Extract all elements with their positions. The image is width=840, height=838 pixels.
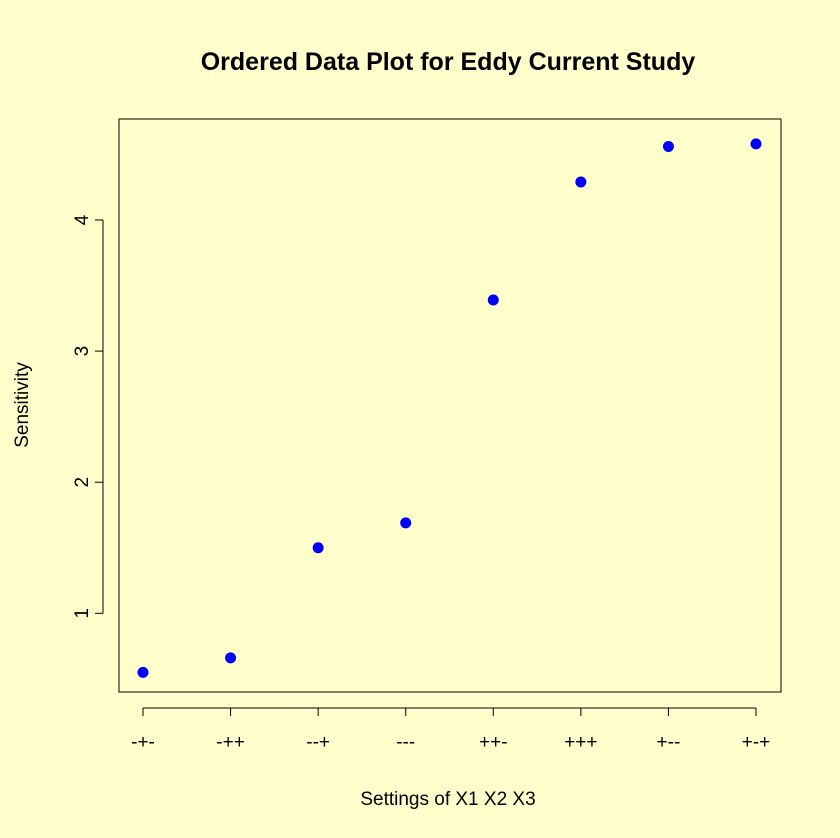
chart-title: Ordered Data Plot for Eddy Current Study xyxy=(201,48,696,76)
data-point xyxy=(487,294,499,306)
y-tick-label: 1 xyxy=(72,608,93,619)
data-points xyxy=(137,138,762,678)
x-tick-label: +-+ xyxy=(742,732,771,753)
data-point xyxy=(225,652,237,664)
data-point xyxy=(575,176,587,188)
data-point xyxy=(750,138,762,150)
y-tick-label: 4 xyxy=(72,214,93,225)
data-point xyxy=(662,141,674,153)
x-tick-label: --+ xyxy=(306,732,330,753)
x-tick-label: +++ xyxy=(564,732,597,753)
x-tick-label: --- xyxy=(396,732,415,753)
x-tick-label: +-- xyxy=(657,732,681,753)
y-tick-label: 3 xyxy=(72,346,93,357)
y-tick-label: 2 xyxy=(72,477,93,488)
x-tick-label: -++ xyxy=(216,732,245,753)
plot-frame xyxy=(118,118,782,693)
data-point xyxy=(400,517,412,529)
data-point xyxy=(312,542,324,554)
x-axis: -+- -++ --+ --- ++- +++ +-- +-+ xyxy=(131,707,771,753)
y-axis-label: Sensitivity xyxy=(12,362,33,448)
x-tick-label: ++- xyxy=(479,732,508,753)
y-axis: 1 2 3 4 xyxy=(72,214,104,619)
data-point xyxy=(137,666,149,678)
x-tick-label: -+- xyxy=(131,732,155,753)
x-axis-label: Settings of X1 X2 X3 xyxy=(360,789,535,810)
